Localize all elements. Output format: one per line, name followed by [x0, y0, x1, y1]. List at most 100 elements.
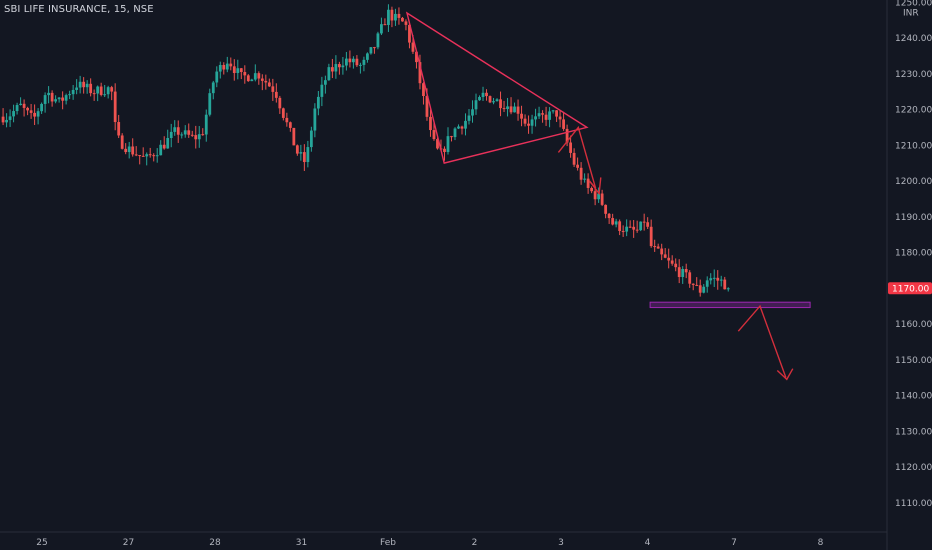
candle-body-36	[127, 146, 131, 153]
candle-body-172	[604, 204, 608, 214]
candle-body-44	[155, 155, 159, 157]
candle-body-205	[719, 279, 723, 281]
candle-body-64	[225, 63, 229, 70]
candle-body-126	[443, 148, 446, 152]
candle-body-182	[639, 221, 643, 231]
candle-body-62	[218, 64, 222, 72]
candle-body-82	[288, 122, 292, 128]
candle-body-65	[229, 63, 233, 67]
candle-body-98	[344, 58, 348, 66]
candle-body-27	[96, 86, 100, 94]
candle-body-197	[691, 283, 695, 285]
candle-body-79	[278, 97, 282, 109]
x-tick-label-7: 4	[645, 538, 651, 548]
candle-body-58	[204, 114, 208, 135]
x-tick-label-9: 8	[818, 538, 824, 548]
candle-body-178	[625, 226, 629, 232]
y-tick-label-1130: 1130.00	[895, 427, 932, 437]
y-tick-label-1180: 1180.00	[895, 249, 932, 259]
y-tick-label-1230: 1230.00	[895, 70, 932, 80]
candle-body-130	[457, 126, 460, 129]
candle-body-158	[555, 110, 558, 117]
candle-body-204	[716, 277, 720, 281]
candle-body-76	[267, 82, 271, 87]
candle-body-95	[334, 64, 338, 72]
y-tick-label-1200: 1200.00	[895, 177, 932, 187]
candle-body-193	[677, 267, 681, 278]
candle-body-114	[401, 17, 404, 22]
candle-body-53	[187, 130, 191, 135]
candle-body-159	[558, 116, 562, 120]
candle-body-135	[474, 100, 478, 110]
candle-body-88	[309, 130, 313, 148]
triangle-pattern	[405, 11, 589, 164]
candle-body-23	[82, 81, 86, 88]
candle-body-170	[597, 193, 601, 200]
candle-body-93	[327, 67, 331, 81]
candle-body-10	[36, 111, 40, 117]
candle-body-112	[394, 13, 397, 21]
candle-body-19	[68, 94, 72, 96]
candle-body-169	[593, 191, 597, 200]
candle-body-143	[502, 108, 506, 110]
candle-body-127	[446, 136, 450, 152]
breakdown-arrow-line	[557, 125, 597, 189]
candle-body-30	[106, 87, 110, 95]
candle-body-142	[499, 99, 502, 109]
candle-body-25	[89, 83, 93, 94]
candle-body-69	[243, 72, 247, 76]
candle-body-154	[541, 113, 544, 115]
candle-body-7	[26, 107, 29, 111]
candle-body-134	[471, 109, 474, 116]
candle-body-162	[569, 142, 573, 153]
candle-body-31	[110, 87, 114, 92]
candle-body-42	[148, 154, 152, 156]
candle-body-123	[432, 130, 436, 140]
candle-body-105	[369, 47, 373, 54]
candle-body-87	[306, 147, 310, 163]
x-tick-label-1: 27	[123, 538, 134, 548]
candle-body-68	[239, 68, 243, 73]
candle-body-6	[22, 103, 26, 108]
candle-body-139	[488, 96, 492, 103]
candle-body-196	[688, 272, 692, 284]
candle-body-92	[323, 80, 327, 85]
candle-body-195	[684, 269, 688, 273]
support-zone	[649, 301, 811, 309]
candle-body-75	[264, 80, 268, 83]
candle-body-28	[99, 86, 103, 95]
candle-body-13	[47, 92, 51, 96]
candle-body-106	[373, 47, 376, 49]
candle-body-190	[667, 257, 671, 261]
x-tick-label-2: 28	[209, 538, 221, 548]
candle-body-202	[709, 278, 713, 281]
candle-body-144	[506, 106, 509, 110]
candle-body-160	[562, 119, 565, 129]
candle-body-128	[450, 136, 453, 138]
candle-body-32	[113, 91, 117, 123]
candle-body-14	[50, 92, 54, 102]
candle-body-148	[520, 113, 523, 119]
candle-body-100	[352, 58, 355, 63]
candle-body-40	[141, 155, 145, 157]
candle-body-73	[257, 73, 261, 79]
y-tick-label-1210: 1210.00	[895, 141, 932, 151]
candle-body-199	[698, 285, 702, 293]
candle-body-141	[495, 99, 499, 102]
candle-body-145	[509, 106, 513, 113]
candle-body-150	[527, 123, 530, 126]
candle-body-166	[583, 178, 587, 180]
candle-body-3	[12, 111, 15, 117]
candle-body-29	[103, 94, 107, 96]
candle-body-4	[15, 105, 19, 112]
x-tick-label-5: 2	[472, 538, 478, 548]
candle-body-132	[464, 120, 467, 129]
candle-body-48	[169, 131, 173, 139]
y-tick-label-1120: 1120.00	[895, 463, 932, 473]
candle-body-133	[467, 115, 471, 121]
candle-body-157	[551, 110, 555, 112]
candle-body-180	[632, 226, 636, 230]
candle-body-107	[376, 33, 380, 48]
candle-body-0	[1, 116, 5, 123]
